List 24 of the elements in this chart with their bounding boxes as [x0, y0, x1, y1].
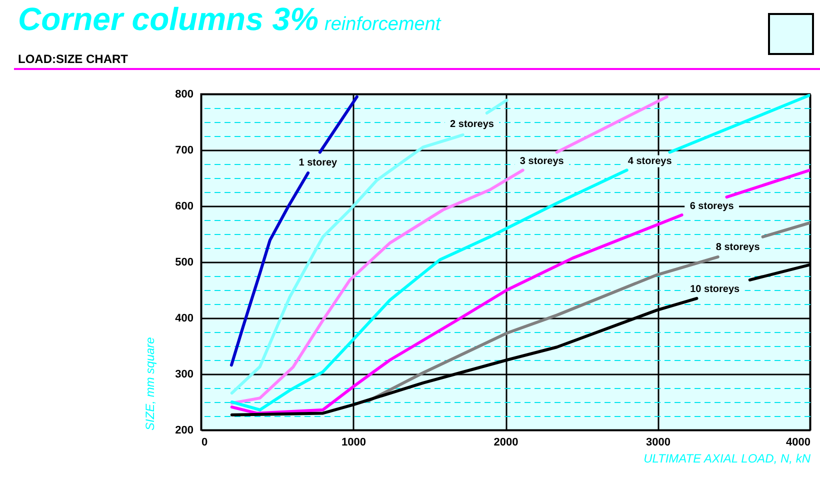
series-label: 8 storeys — [716, 242, 760, 253]
y-tick-label: 200 — [175, 424, 194, 436]
chart-subtitle: reinforcement — [324, 14, 441, 35]
text: LOAD:SIZE CHART — [18, 52, 129, 66]
x-tick-label: 2000 — [494, 436, 518, 448]
series-label: 3 storeys — [520, 156, 564, 168]
y-tick-label: 500 — [175, 256, 194, 268]
x-axis-title: ULTIMATE AXIAL LOAD, N, kN — [644, 452, 811, 466]
y-tick-label: 700 — [175, 144, 194, 156]
x-tick-label: 0 — [202, 436, 208, 448]
series-label: 4 storeys — [628, 156, 672, 168]
chart-title: Corner columns 3% — [18, 1, 319, 37]
y-tick-label: 600 — [175, 200, 194, 212]
x-tick-label: 1000 — [342, 436, 366, 448]
series-label: 1 storey — [298, 158, 338, 169]
series-label: 6 storeys — [690, 201, 734, 212]
y-axis-title: SIZE, mm square — [143, 336, 158, 430]
series-label: 2 storeys — [450, 118, 494, 130]
series-label: 10 storeys — [690, 284, 740, 296]
y-tick-label: 400 — [175, 312, 194, 324]
x-tick-label: 4000 — [786, 436, 810, 448]
x-tick-label: 3000 — [646, 436, 670, 448]
y-tick-label: 300 — [175, 368, 194, 380]
y-tick-label: 800 — [175, 88, 194, 100]
